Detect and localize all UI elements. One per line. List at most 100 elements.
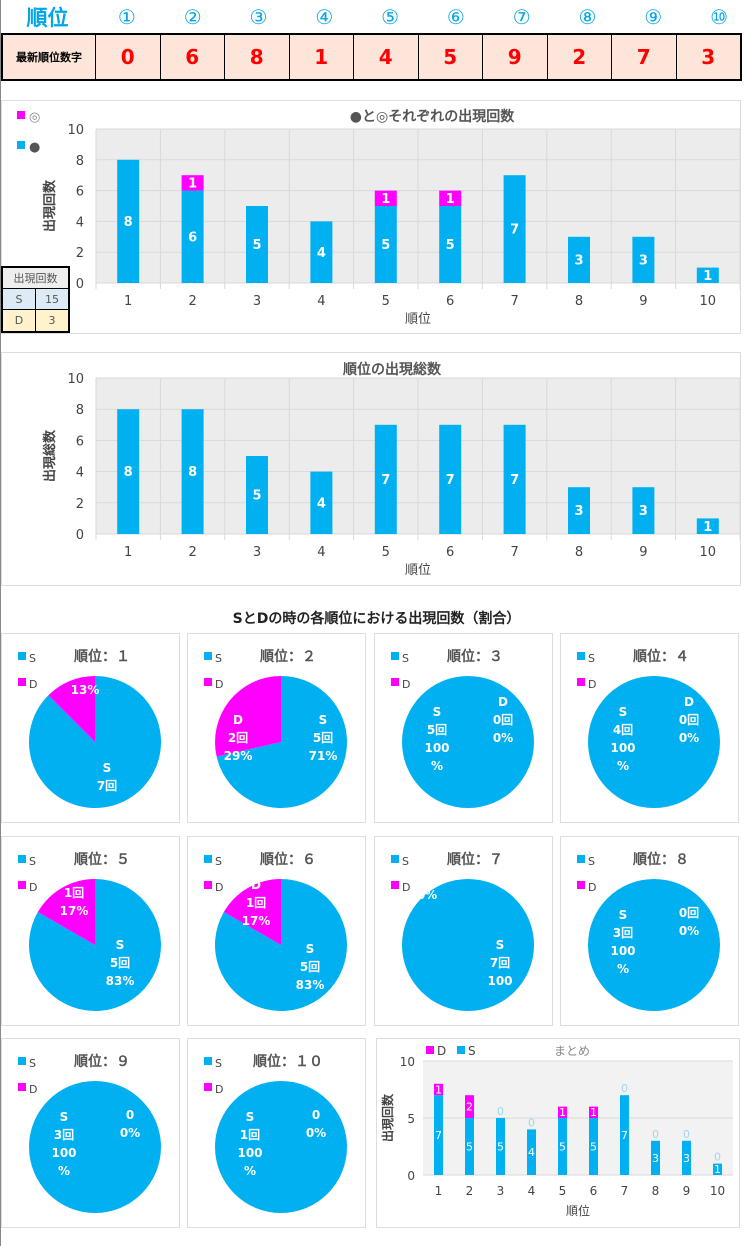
- digit-cell[interactable]: 4: [354, 35, 419, 79]
- bar-data-label: 7: [381, 473, 390, 488]
- legend-swatch-d: [391, 678, 399, 686]
- legend-swatch-d: [426, 1046, 434, 1054]
- legend-swatch-s: [18, 855, 26, 863]
- bar-総数: [246, 456, 268, 534]
- legend-swatch-s: [391, 855, 399, 863]
- bar-data-label: 1: [188, 177, 197, 192]
- pie-label-d: D: [233, 713, 243, 727]
- bar-data-label: 1: [435, 1083, 442, 1096]
- bar-data-label: 5: [497, 1140, 504, 1153]
- bar-data-label: 4: [528, 1146, 535, 1159]
- pie-label-d: 0%: [679, 731, 699, 745]
- legend-label: D: [437, 1044, 446, 1058]
- pie-slice-s: [215, 1081, 347, 1213]
- latest-digits-row: 最新順位数字 0 6 8 1 4 5 9 2 7 3: [1, 33, 742, 81]
- y-tick-label: 8: [76, 403, 84, 418]
- pie-label-s: %: [617, 962, 629, 976]
- pie-label-s: %: [431, 759, 443, 773]
- pie-label-d: 0回: [679, 713, 699, 727]
- pie-label-d: 0回: [493, 713, 513, 727]
- bar-S: [713, 1163, 722, 1175]
- digit-cell[interactable]: 7: [612, 35, 677, 79]
- legend-label: S: [588, 855, 595, 868]
- digit-cell[interactable]: 2: [548, 35, 612, 79]
- bar-S: [558, 1118, 567, 1175]
- pie-label-s: 7回: [97, 779, 117, 793]
- pie-label-s: 100: [237, 1146, 262, 1160]
- pie-title: 順位：７: [447, 851, 503, 868]
- pie-slice-s: [216, 676, 347, 808]
- digit-cell[interactable]: 5: [419, 35, 483, 79]
- pie-label-d: 0: [312, 1108, 320, 1122]
- digit-cell[interactable]: 8: [225, 35, 290, 79]
- legend-label: S: [468, 1044, 476, 1058]
- digit-cell[interactable]: 6: [161, 35, 225, 79]
- count-row-s: S 15: [3, 289, 68, 310]
- bar-総数: [117, 409, 140, 534]
- pie-label-s: %: [244, 1164, 256, 1178]
- chart-summary: 05107115225034045155167073083091010順位出現回…: [376, 1038, 740, 1228]
- chart-title: まとめ: [554, 1044, 590, 1058]
- legend-label: S: [588, 652, 595, 665]
- pie-label-s: 4回: [613, 723, 633, 737]
- bar-S: [651, 1140, 660, 1175]
- digit-cell[interactable]: 3: [701, 45, 716, 69]
- legend-label: ◎: [29, 110, 40, 125]
- pie-label-d: 0%: [679, 924, 699, 938]
- pie-label-s: 3回: [613, 926, 633, 940]
- pie-title: 順位：１: [74, 648, 130, 665]
- rank-header-cell: ⑩: [710, 5, 729, 29]
- pie-label-s: 100: [487, 974, 512, 988]
- x-axis-title: 順位: [405, 312, 431, 327]
- legend-label: D: [29, 1083, 37, 1096]
- bar-◎: [181, 175, 204, 191]
- x-tick-label: 8: [575, 294, 583, 309]
- digit-cell[interactable]: 9: [483, 35, 548, 79]
- bar-data-label: 3: [639, 504, 648, 519]
- count-label: D: [14, 314, 24, 327]
- rank-header-cell: ⑦: [512, 5, 531, 29]
- bar-●: [181, 190, 204, 283]
- rank-header-row: 順位 ① ② ③ ④ ⑤ ⑥ ⑦ ⑧ ⑨ ⑩: [1, 0, 751, 34]
- bar-data-label: 7: [435, 1129, 442, 1142]
- bar-data-label: 3: [652, 1152, 659, 1165]
- x-tick-label: 7: [621, 1184, 629, 1198]
- pie-label-s: 100: [424, 741, 449, 755]
- pie-label-s: 5回: [300, 960, 320, 974]
- pie-label-s: 3回: [54, 1128, 74, 1142]
- bar-総数: [374, 424, 397, 534]
- digit-cell[interactable]: 0: [96, 35, 161, 79]
- pie-title: 順位：６: [260, 851, 316, 868]
- bar-data-label: 5: [252, 489, 261, 504]
- bar-●: [374, 206, 397, 283]
- digit-cell[interactable]: 1: [290, 35, 354, 79]
- x-tick-label: 1: [124, 545, 132, 560]
- x-tick-label: 3: [253, 545, 261, 560]
- x-tick-label: 10: [700, 545, 717, 560]
- bar-data-label: 5: [559, 1140, 566, 1153]
- pie-label-s: S: [306, 942, 315, 956]
- rank-header-title: 順位: [26, 6, 69, 30]
- legend-swatch-s: [391, 652, 399, 660]
- bar-data-label: 3: [574, 254, 583, 269]
- pie-title: 順位：５: [74, 851, 130, 868]
- legend-label: S: [402, 652, 409, 665]
- legend-swatch-d: [577, 678, 585, 686]
- legend-swatch-s: [577, 855, 585, 863]
- bar-data-label: 3: [574, 504, 583, 519]
- bar-総数: [568, 487, 590, 534]
- rank-header-cell: ④: [315, 5, 334, 29]
- bar-S: [434, 1095, 443, 1175]
- bar-data-label: 7: [510, 473, 519, 488]
- bar-data-label: 1: [446, 192, 455, 207]
- x-tick-label: 7: [510, 545, 518, 560]
- legend-swatch-d: [204, 881, 212, 889]
- bar-data-label: 0: [497, 1105, 504, 1118]
- y-tick-label: 0: [76, 528, 84, 543]
- bar-data-label: 6: [188, 230, 197, 245]
- legend-swatch-d: [204, 1083, 212, 1091]
- bar-●: [632, 236, 655, 283]
